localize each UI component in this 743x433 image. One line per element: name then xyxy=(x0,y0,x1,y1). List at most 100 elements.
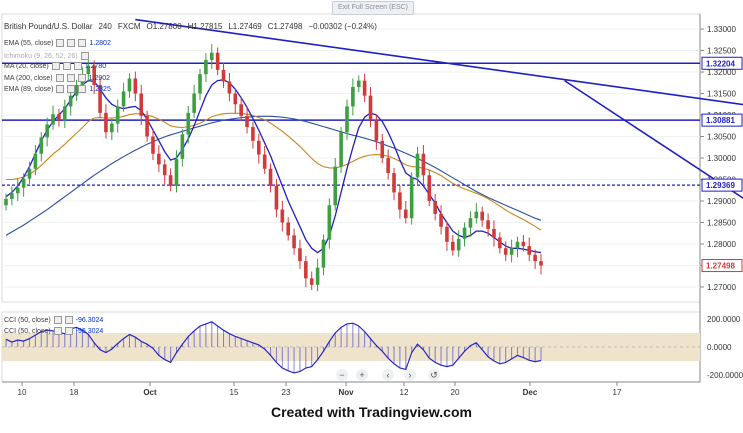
candle xyxy=(527,237,532,262)
candle xyxy=(415,146,420,186)
candle-body xyxy=(68,95,73,107)
candle-body xyxy=(10,193,14,199)
y-tick-label: 1.33000 xyxy=(707,25,736,34)
candle-body xyxy=(351,87,355,107)
indicator-ma200[interactable]: MA (200, close) 1.2902 xyxy=(4,74,110,82)
candle xyxy=(304,256,308,288)
candle-body xyxy=(262,154,267,169)
settings-icon[interactable] xyxy=(67,39,76,47)
price-tag-box xyxy=(701,178,743,192)
price-tag: 1.30881 xyxy=(701,113,743,127)
y-tick-label: 1.28000 xyxy=(707,240,736,249)
candle xyxy=(398,185,402,219)
reset-chart-button[interactable]: ↺ xyxy=(428,369,440,381)
chart-header: British Pound/U.S. Dollar 240 FXCM O1.27800… xyxy=(4,22,383,31)
price-tag-label: 1.32204 xyxy=(706,59,735,68)
candle xyxy=(10,186,14,206)
indicator-ema55[interactable]: EMA (55, close) 1.2802 xyxy=(4,39,111,47)
candle-body xyxy=(321,239,326,268)
indicator-value: 1.2825 xyxy=(89,85,111,93)
candle xyxy=(539,254,543,275)
candle xyxy=(268,163,273,193)
settings-icon[interactable] xyxy=(64,316,73,324)
indicator-value: -96.3024 xyxy=(75,327,104,335)
candle-body xyxy=(168,175,173,186)
price-tag-box xyxy=(701,259,743,273)
candle-body xyxy=(433,200,437,214)
interval[interactable]: 240 xyxy=(98,22,112,31)
candle xyxy=(27,161,32,184)
eye-icon[interactable] xyxy=(56,85,65,93)
candle-body xyxy=(380,140,385,158)
close-icon[interactable] xyxy=(77,74,86,82)
zoom-in-button[interactable]: + xyxy=(356,369,368,381)
settings-icon[interactable] xyxy=(62,62,71,70)
eye-icon[interactable] xyxy=(56,39,65,47)
zoom-out-button[interactable]: − xyxy=(336,369,348,381)
indicator-label: Ichimoku (9, 26, 52, 26) xyxy=(4,52,78,60)
settings-icon[interactable] xyxy=(64,327,73,335)
candle xyxy=(315,259,320,292)
candle xyxy=(168,168,173,192)
ohlc-close: C1.27498 xyxy=(267,22,303,31)
candle-body xyxy=(309,278,314,285)
candle-body xyxy=(339,132,343,167)
candle-body xyxy=(403,209,408,219)
eye-icon[interactable] xyxy=(51,62,60,70)
eye-icon[interactable] xyxy=(55,74,64,82)
ohlc-low: L1.27469 xyxy=(228,22,262,31)
cci-label-2[interactable]: CCI (50, close) -96.3024 xyxy=(4,327,103,335)
candle xyxy=(327,198,332,249)
y-tick-label: 1.28500 xyxy=(707,218,736,227)
candle-body xyxy=(486,220,490,229)
candle xyxy=(186,105,191,144)
candle-body xyxy=(521,241,526,247)
candle xyxy=(45,117,49,147)
candle xyxy=(421,145,426,185)
candle-body xyxy=(86,65,91,75)
x-tick-label: 18 xyxy=(70,388,79,397)
candle-body xyxy=(509,248,514,255)
eye-icon[interactable] xyxy=(53,316,62,324)
candle-body xyxy=(392,173,396,193)
candle-body xyxy=(45,124,49,138)
candle-body xyxy=(127,78,132,92)
scroll-right-button[interactable]: › xyxy=(404,369,416,381)
candle xyxy=(403,200,408,224)
candle xyxy=(192,84,196,119)
eye-icon[interactable] xyxy=(80,52,89,60)
indicator-ema89[interactable]: EMA (89, close) 1.2825 xyxy=(4,85,111,93)
settings-icon[interactable] xyxy=(67,85,76,93)
indicator-label: CCI (50, close) xyxy=(4,327,51,335)
candle xyxy=(521,234,526,252)
candle-body xyxy=(468,218,473,228)
candle-body xyxy=(133,78,138,94)
candle-body xyxy=(74,84,79,96)
candle xyxy=(339,127,343,174)
settings-icon[interactable] xyxy=(66,74,75,82)
close-icon[interactable] xyxy=(73,62,82,70)
scroll-left-button[interactable]: ‹ xyxy=(382,369,394,381)
candle xyxy=(174,150,179,193)
close-icon[interactable] xyxy=(78,39,87,47)
eye-icon[interactable] xyxy=(53,327,62,335)
close-icon[interactable] xyxy=(78,85,87,93)
candle xyxy=(427,170,432,207)
candle-body xyxy=(345,106,349,133)
x-tick-label: 10 xyxy=(18,388,27,397)
candle xyxy=(362,73,367,103)
candle xyxy=(433,194,437,221)
x-tick-label: Nov xyxy=(338,388,354,397)
symbol-name[interactable]: British Pound/U.S. Dollar xyxy=(4,22,93,31)
indicator-label: MA (20, close) xyxy=(4,62,49,70)
indicator-ma20[interactable]: MA (20, close) 1.2780 xyxy=(4,62,106,70)
candle xyxy=(145,110,149,142)
exit-fullscreen-button[interactable]: Exit Full Screen (ESC) xyxy=(332,1,414,15)
candle-body xyxy=(221,69,226,82)
cci-label-1[interactable]: CCI (50, close) -96.3024 xyxy=(4,316,103,324)
candle xyxy=(474,203,479,224)
indicator-ichimoku[interactable]: Ichimoku (9, 26, 52, 26) xyxy=(4,52,89,60)
candle xyxy=(515,236,520,258)
